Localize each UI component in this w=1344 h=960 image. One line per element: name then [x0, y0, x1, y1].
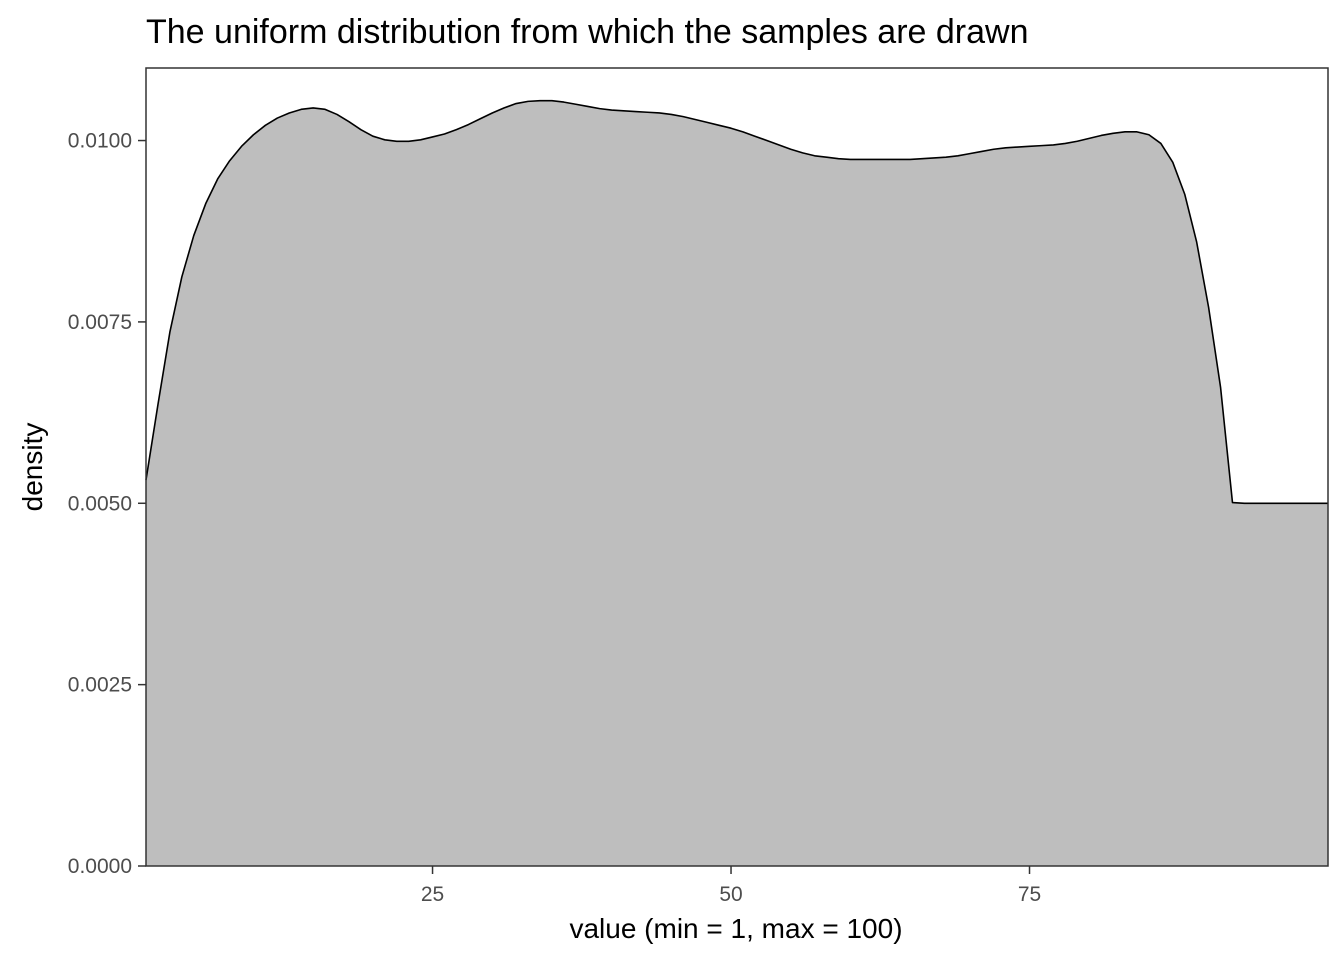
density-curve-line [145, 99, 1328, 505]
y-tick-label: 0.0075 [68, 311, 132, 334]
x-axis-title: value (min = 1, max = 100) [569, 913, 902, 944]
x-tick-label: 50 [719, 883, 742, 906]
x-tick-label: 25 [421, 883, 444, 906]
x-axis: 25 50 75 [421, 866, 1041, 906]
y-axis-title: density [17, 423, 48, 512]
chart-title: The uniform distribution from which the … [146, 13, 1029, 51]
density-area-fill [146, 100, 1328, 866]
plot-panel-border [145, 67, 1329, 867]
data-layer [145, 99, 1328, 866]
y-tick-label: 0.0100 [68, 130, 132, 153]
x-tick-label: 75 [1018, 883, 1041, 906]
y-axis: 0.0000 0.0025 0.0050 0.0075 0.0100 [68, 130, 146, 878]
y-tick-label: 0.0050 [68, 492, 132, 515]
y-tick-label: 0.0000 [68, 855, 132, 878]
y-tick-label: 0.0025 [68, 674, 132, 697]
